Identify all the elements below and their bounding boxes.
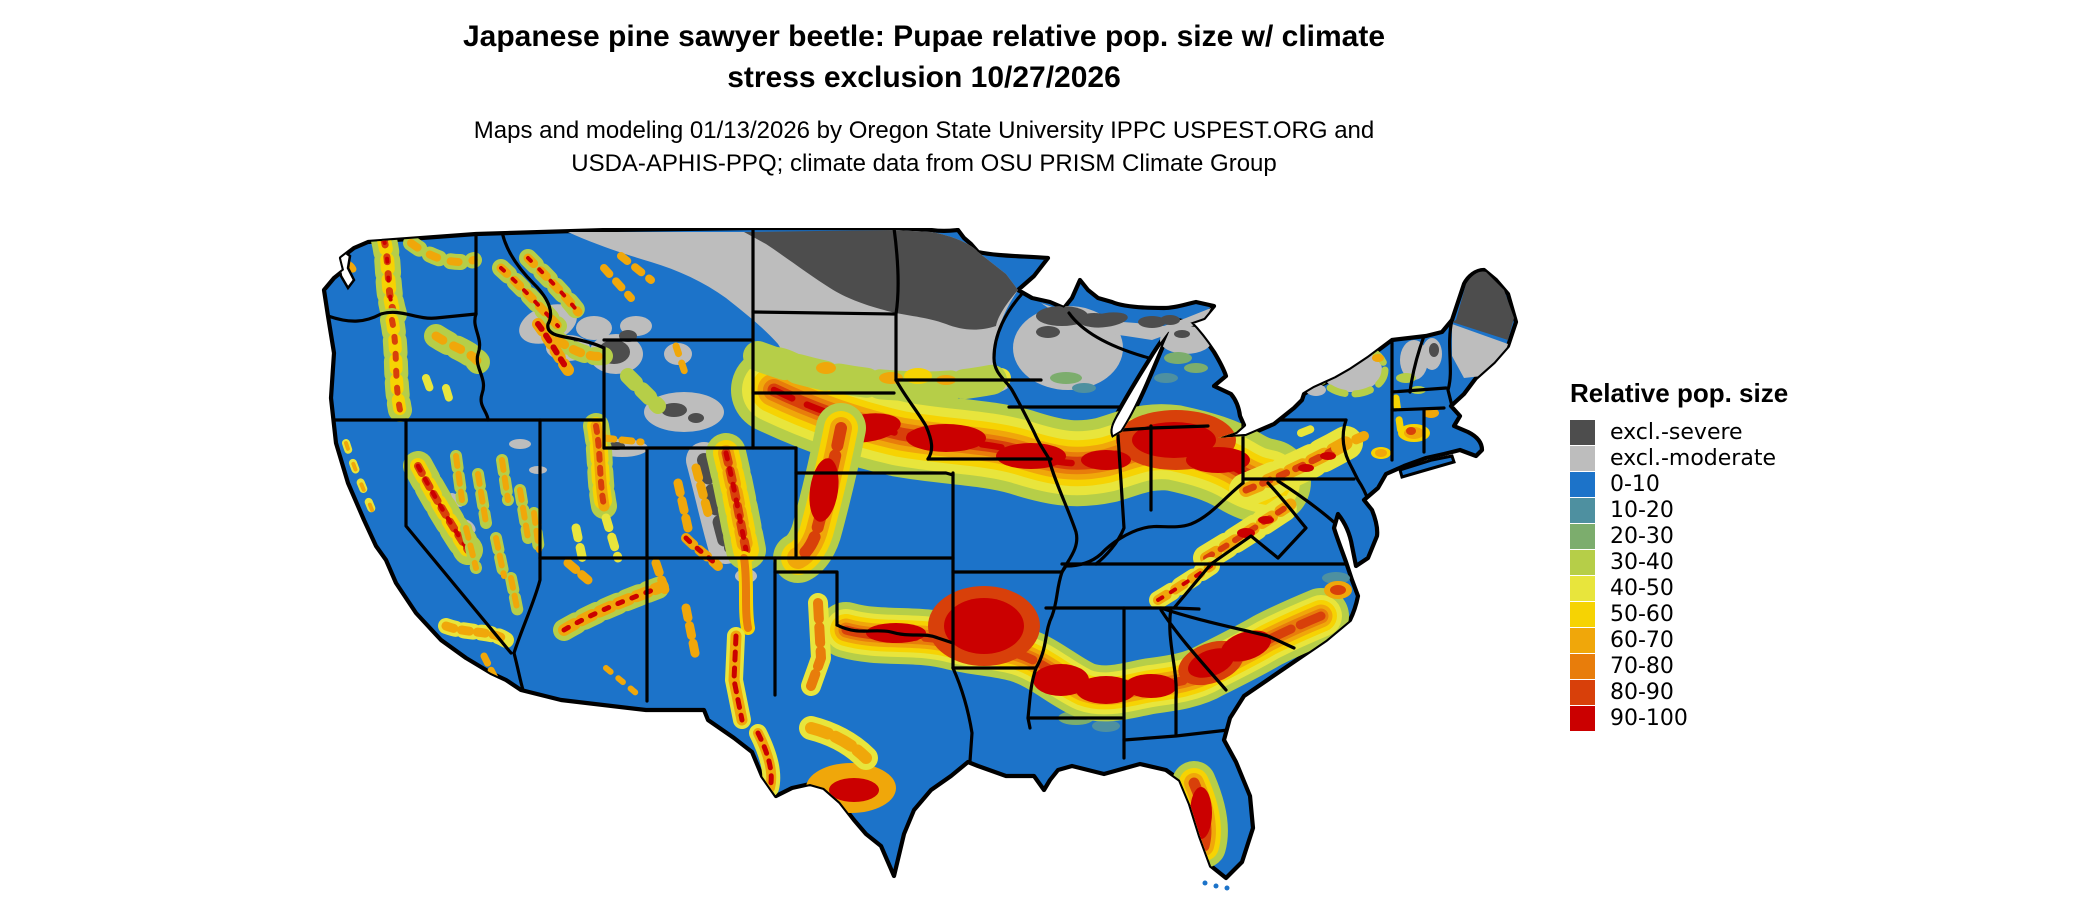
legend-item-v30: 30-40	[1570, 549, 1930, 575]
legend-swatch-severe	[1570, 419, 1595, 445]
legend-label-v30: 30-40	[1610, 549, 1674, 575]
map-subtitle: Maps and modeling 01/13/2026 by Oregon S…	[306, 114, 1542, 180]
map-subtitle-line1: Maps and modeling 01/13/2026 by Oregon S…	[473, 117, 1375, 144]
legend-label-v80: 80-90	[1610, 679, 1674, 705]
legend-item-v10: 10-20	[1570, 497, 1930, 523]
legend-item-v0: 0-10	[1570, 471, 1930, 497]
map-header: Japanese pine sawyer beetle: Pupae relat…	[306, 16, 1542, 180]
legend: Relative pop. size excl.-severe excl.-mod…	[1570, 378, 1930, 731]
us-map	[306, 225, 1542, 892]
legend-item-moderate: excl.-moderate	[1570, 445, 1930, 471]
legend-swatch-v80	[1570, 679, 1595, 705]
legend-item-v50: 50-60	[1570, 601, 1930, 627]
legend-label-v90: 90-100	[1610, 705, 1688, 731]
legend-item-v40: 40-50	[1570, 575, 1930, 601]
state-borders	[326, 228, 1454, 763]
legend-item-v90: 90-100	[1570, 705, 1930, 731]
legend-label-moderate: excl.-moderate	[1610, 445, 1776, 471]
western-ranges	[332, 228, 896, 813]
legend-swatch-v50	[1570, 601, 1595, 627]
legend-swatch-moderate	[1570, 445, 1595, 471]
legend-items: excl.-severe excl.-moderate 0-10 10-20 20-30…	[1570, 419, 1930, 731]
florida-keys	[1202, 880, 1208, 886]
legend-swatch-v90	[1570, 705, 1595, 731]
legend-swatch-v30	[1570, 549, 1595, 575]
legend-item-v80: 80-90	[1570, 679, 1930, 705]
legend-label-v50: 50-60	[1610, 601, 1674, 627]
legend-label-severe: excl.-severe	[1610, 419, 1743, 445]
legend-swatch-v40	[1570, 575, 1595, 601]
legend-title: Relative pop. size	[1570, 378, 1789, 408]
florida-band	[1172, 761, 1228, 868]
legend-label-v70: 70-80	[1610, 653, 1674, 679]
legend-item-v70: 70-80	[1570, 653, 1930, 679]
legend-label-v20: 20-30	[1610, 523, 1674, 549]
pop-bands	[332, 228, 1439, 869]
raster-data	[326, 228, 1514, 869]
legend-label-v60: 60-70	[1610, 627, 1674, 653]
legend-swatch-v0	[1570, 471, 1595, 497]
legend-swatch-v70	[1570, 653, 1595, 679]
legend-label-v40: 40-50	[1610, 575, 1674, 601]
long-island	[1398, 454, 1456, 479]
us-map-svg	[321, 225, 1519, 891]
legend-item-v60: 60-70	[1570, 627, 1930, 653]
legend-label-v0: 0-10	[1610, 471, 1660, 497]
map-subtitle-line2: USDA-APHIS-PPQ; climate data from OSU PR…	[571, 150, 1277, 177]
legend-swatch-v60	[1570, 627, 1595, 653]
legend-swatch-v20	[1570, 523, 1595, 549]
map-title-line2: stress exclusion 10/27/2026	[727, 61, 1121, 94]
legend-label-v10: 10-20	[1610, 497, 1674, 523]
legend-item-v20: 20-30	[1570, 523, 1930, 549]
map-title-line1: Japanese pine sawyer beetle: Pupae relat…	[462, 20, 1386, 53]
legend-item-severe: excl.-severe	[1570, 419, 1930, 445]
legend-swatch-v10	[1570, 497, 1595, 523]
